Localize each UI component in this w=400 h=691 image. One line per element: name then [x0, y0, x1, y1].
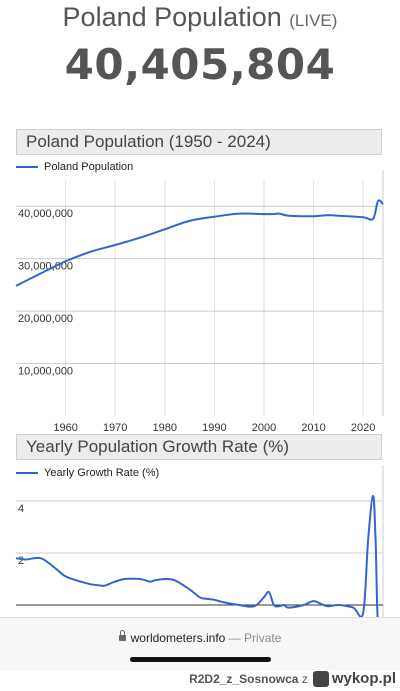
- watermark-user: R2D2_z_Sosnowca: [189, 671, 299, 686]
- wykop-logo-icon: [312, 670, 329, 687]
- lock-icon: [118, 630, 126, 641]
- privacy-label: — Private: [228, 631, 282, 645]
- legend-label: Yearly Growth Rate (%): [44, 467, 160, 479]
- watermark-suffix: z: [301, 671, 308, 686]
- growth-chart: 24: [15, 465, 384, 635]
- watermark-brand: wykop.pl: [331, 670, 396, 687]
- address-bar[interactable]: worldometers.info — Private: [0, 630, 400, 645]
- population-chart: 10,000,00020,000,00030,000,00040,000,000…: [15, 170, 384, 434]
- legend-swatch: [16, 472, 38, 474]
- browser-bottom-bar: worldometers.info — Private: [0, 617, 400, 670]
- y-tick-label: 40,000,000: [18, 208, 73, 220]
- x-tick-label: 1960: [53, 422, 77, 434]
- population-chart-legend: Poland Population: [16, 161, 133, 173]
- growth-chart-header: Yearly Population Growth Rate (%): [16, 434, 382, 460]
- url-domain: worldometers.info: [130, 631, 226, 645]
- x-tick-label: 2020: [351, 422, 375, 434]
- legend-swatch: [16, 166, 38, 168]
- home-indicator[interactable]: [130, 657, 271, 662]
- population-chart-header: Poland Population (1950 - 2024): [16, 129, 382, 155]
- title-text: Poland Population: [62, 2, 282, 32]
- x-tick-label: 2010: [301, 422, 325, 434]
- population-counter: 40,405,804: [64, 40, 336, 89]
- legend-label: Poland Population: [44, 161, 134, 173]
- x-tick-label: 1980: [153, 422, 177, 434]
- watermark: R2D2_z_Sosnowca z wykop.pl: [189, 670, 396, 687]
- y-tick-label: 2: [18, 555, 24, 567]
- growth-chart-legend: Yearly Growth Rate (%): [16, 467, 159, 479]
- x-tick-label: 2000: [252, 422, 276, 434]
- y-tick-label: 20,000,000: [18, 313, 73, 325]
- series-line: [15, 494, 384, 635]
- page-title: Poland Population (LIVE): [0, 2, 400, 33]
- x-tick-label: 1970: [103, 422, 127, 434]
- x-tick-label: 1990: [202, 422, 226, 434]
- series-line: [15, 199, 384, 287]
- y-tick-label: 10,000,000: [18, 366, 73, 378]
- y-tick-label: 4: [18, 503, 24, 515]
- live-label: (LIVE): [289, 11, 338, 30]
